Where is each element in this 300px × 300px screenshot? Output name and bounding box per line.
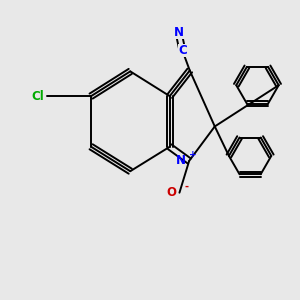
Text: -: - [185, 182, 189, 192]
Text: N: N [174, 26, 184, 39]
Text: C: C [178, 44, 187, 57]
Text: +: + [189, 150, 196, 159]
Text: O: O [167, 186, 176, 199]
Text: Cl: Cl [31, 90, 44, 103]
Text: N: N [176, 154, 186, 167]
